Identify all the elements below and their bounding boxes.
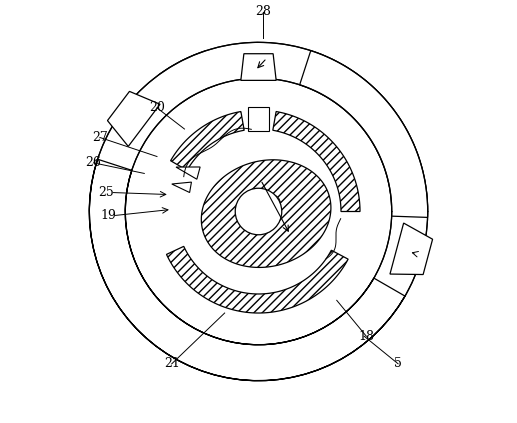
Polygon shape	[201, 160, 331, 267]
Text: 19: 19	[100, 209, 116, 222]
Polygon shape	[248, 107, 269, 131]
Polygon shape	[241, 54, 276, 80]
Polygon shape	[166, 246, 348, 313]
Polygon shape	[300, 51, 428, 217]
Circle shape	[235, 188, 282, 235]
Text: 28: 28	[255, 5, 271, 18]
Text: 21: 21	[164, 357, 180, 370]
Polygon shape	[108, 91, 160, 146]
Text: 5: 5	[394, 357, 402, 370]
Text: 18: 18	[358, 330, 374, 343]
Polygon shape	[171, 112, 244, 170]
Text: 27: 27	[92, 131, 108, 144]
Polygon shape	[172, 182, 191, 192]
Polygon shape	[89, 42, 428, 381]
Polygon shape	[159, 51, 217, 104]
Polygon shape	[390, 223, 433, 275]
Text: 20: 20	[149, 102, 165, 114]
Circle shape	[262, 195, 281, 213]
Circle shape	[244, 214, 257, 228]
Text: 25: 25	[98, 186, 114, 199]
Text: 26: 26	[86, 157, 101, 169]
Polygon shape	[176, 167, 200, 179]
Polygon shape	[273, 112, 360, 212]
